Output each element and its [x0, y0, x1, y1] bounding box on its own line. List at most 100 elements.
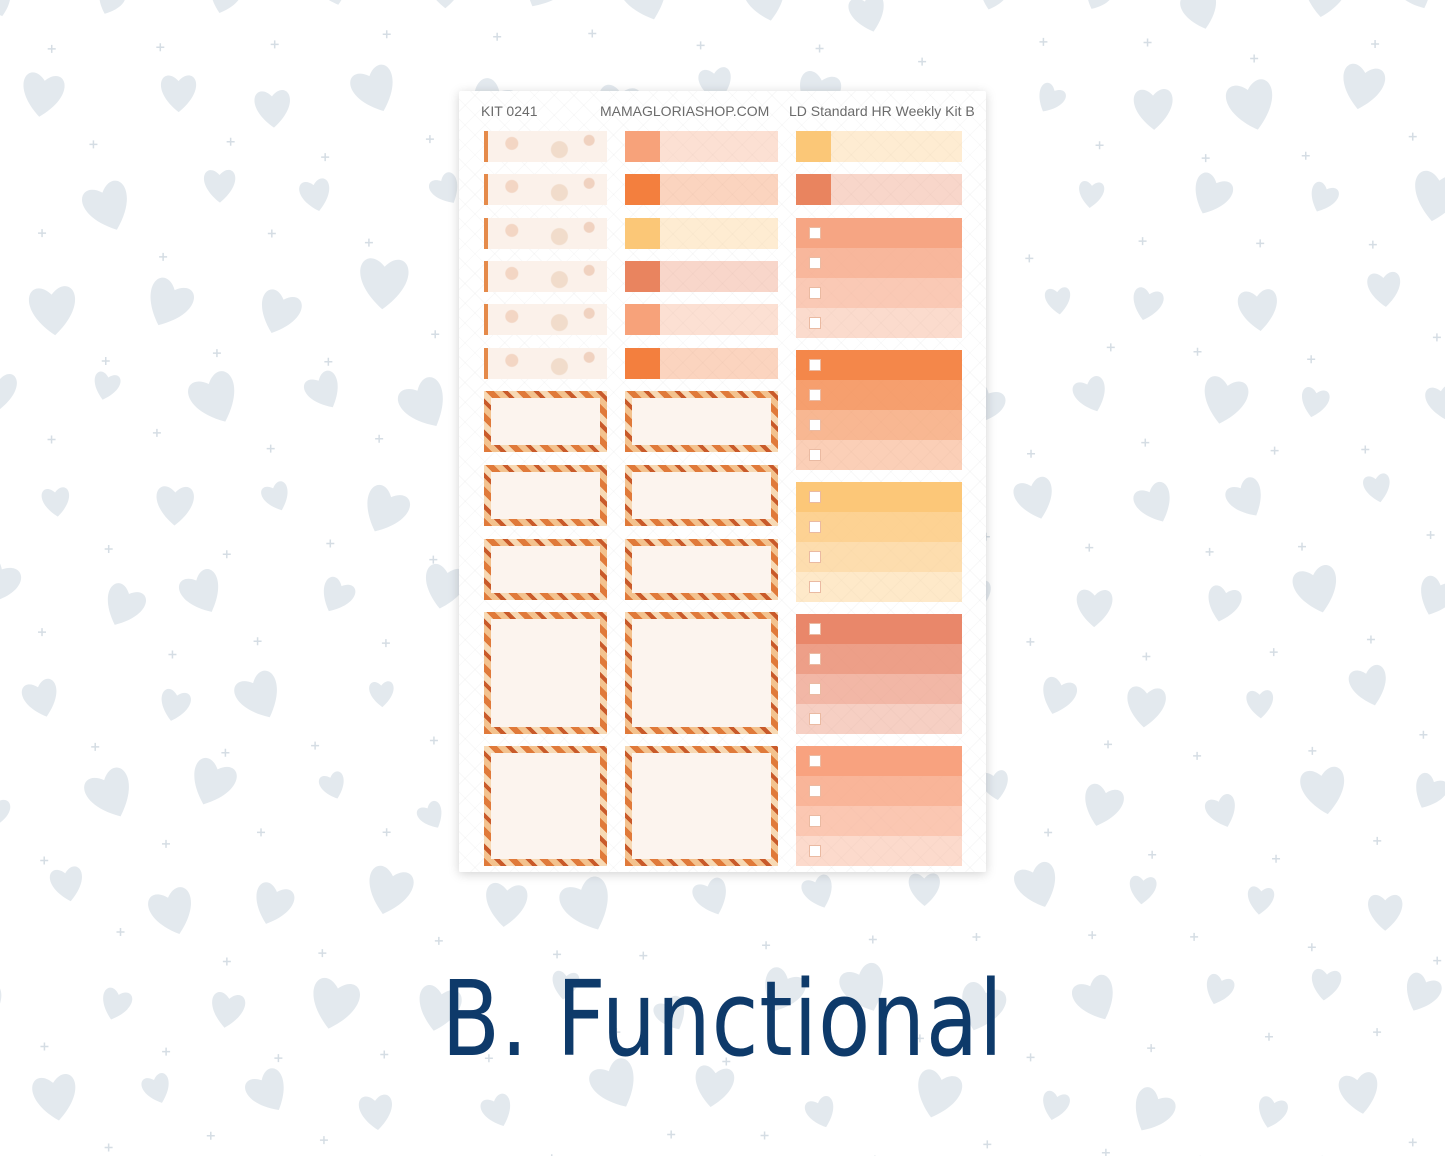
plus-mark [38, 229, 47, 238]
heart-shape [743, 0, 785, 21]
checkbox-icon [809, 521, 821, 533]
plus-mark [168, 650, 177, 659]
plus-mark [972, 933, 981, 942]
plus-mark [40, 1042, 49, 1051]
heart-shape [1076, 589, 1113, 628]
plus-mark [318, 949, 327, 958]
plus-mark [1432, 333, 1441, 342]
plus-mark [116, 928, 125, 937]
heart-shape [23, 72, 65, 117]
plus-mark [983, 1140, 992, 1149]
checklist-row [796, 614, 962, 644]
plus-mark [381, 639, 390, 648]
plus-mark [101, 357, 110, 366]
heart-shape [1425, 384, 1445, 420]
plus-mark [1419, 730, 1428, 739]
color-tab-square [625, 174, 660, 205]
heart-shape [188, 371, 235, 422]
heart-shape [28, 286, 76, 336]
heart-shape [1407, 972, 1442, 1011]
checkbox-icon [809, 785, 821, 797]
plus-mark [667, 1130, 676, 1139]
plus-mark [1408, 132, 1417, 141]
heart-shape [839, 963, 884, 1011]
plus-mark [382, 30, 391, 39]
color-tab-sticker [625, 261, 778, 292]
plus-mark [1095, 141, 1104, 150]
plus-mark [1250, 54, 1259, 63]
plus-mark [226, 137, 235, 146]
checkbox-icon [809, 815, 821, 827]
heart-shape [32, 1074, 76, 1121]
plus-mark [159, 252, 168, 261]
plus-mark [1307, 355, 1316, 364]
plus-mark [319, 1136, 328, 1145]
color-tab-square [796, 131, 831, 162]
floral-frame-sticker [484, 391, 607, 452]
heart-shape [234, 670, 277, 718]
heart-shape [765, 967, 806, 1012]
plus-mark [311, 741, 320, 750]
plus-mark [1027, 449, 1036, 458]
plus-mark [1270, 446, 1279, 455]
floral-frame-sticker [625, 539, 778, 600]
floral-frame-sticker [625, 746, 778, 866]
heart-shape [304, 370, 338, 408]
color-tab-sticker [625, 348, 778, 379]
heart-shape [103, 987, 133, 1020]
floral-frame-sticker [484, 612, 607, 734]
plus-mark [89, 140, 98, 149]
heart-shape [245, 1068, 284, 1111]
plus-mark [826, 1036, 835, 1045]
plus-mark [104, 1143, 113, 1152]
plus-mark [1256, 239, 1265, 248]
color-tab-sticker [796, 131, 962, 162]
plus-mark [1148, 850, 1157, 859]
plus-mark [38, 628, 47, 637]
plus-mark [1106, 343, 1115, 352]
heart-shape [1311, 181, 1339, 212]
floral-frame-sticker [625, 612, 778, 734]
plus-mark [91, 742, 100, 751]
color-tab-sticker [796, 174, 962, 205]
plus-mark [162, 839, 171, 848]
heart-shape [369, 865, 414, 914]
heart-shape [0, 555, 22, 604]
floral-frame-sticker [625, 391, 778, 452]
heart-shape [419, 985, 462, 1031]
checkbox-icon [809, 845, 821, 857]
checkbox-icon [809, 419, 821, 431]
heart-shape [918, 1069, 963, 1118]
heart-shape [84, 767, 129, 817]
plus-mark [915, 1034, 924, 1043]
heart-shape [1085, 783, 1124, 826]
plus-mark [1201, 154, 1210, 163]
plus-mark [1371, 40, 1380, 49]
plus-mark [47, 44, 56, 53]
heart-shape [1135, 1087, 1176, 1131]
heart-shape [692, 877, 726, 915]
checklist-row [796, 704, 962, 734]
kit-name: LD Standard HR Weekly Kit B [789, 103, 975, 119]
heart-shape [1205, 794, 1235, 827]
color-tab-sticker [625, 174, 778, 205]
heart-shape [1301, 387, 1330, 418]
plus-mark [1039, 37, 1048, 46]
plus-mark [47, 435, 56, 444]
heart-shape [1367, 272, 1401, 307]
plus-mark [1143, 38, 1152, 47]
heart-shape [525, 0, 573, 7]
heart-shape [1343, 63, 1386, 110]
plus-mark [588, 29, 597, 38]
heart-shape [801, 874, 832, 908]
plus-mark [1272, 854, 1281, 863]
floral-frame-sticker [484, 746, 607, 866]
plus-mark [1026, 637, 1035, 646]
plus-mark [1026, 1053, 1035, 1062]
checkbox-icon [809, 287, 821, 299]
heart-shape [1079, 181, 1105, 208]
kit-number: KIT 0241 [481, 103, 538, 119]
plus-mark [1088, 931, 1097, 940]
heart-shape [1348, 664, 1386, 706]
heart-shape [141, 1073, 169, 1103]
